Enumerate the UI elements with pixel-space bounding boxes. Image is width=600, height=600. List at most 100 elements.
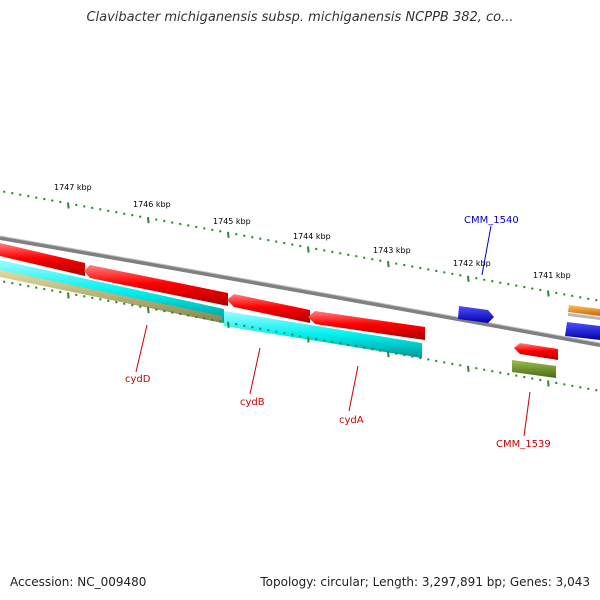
major-tick bbox=[387, 351, 390, 358]
minor-tick bbox=[123, 212, 126, 216]
minor-tick bbox=[523, 285, 526, 289]
minor-tick bbox=[339, 342, 342, 345]
major-tick bbox=[147, 217, 150, 224]
feature-orange-right[interactable] bbox=[568, 305, 600, 316]
feature-olive[interactable] bbox=[512, 360, 556, 378]
major-tick bbox=[227, 321, 230, 328]
minor-tick bbox=[83, 205, 86, 208]
minor-tick bbox=[43, 197, 46, 201]
minor-tick bbox=[3, 190, 6, 194]
minor-tick bbox=[347, 253, 350, 257]
gene-label-CMM_1540[interactable]: CMM_1540 bbox=[464, 215, 519, 226]
minor-tick bbox=[475, 276, 478, 280]
minor-tick bbox=[235, 322, 238, 326]
minor-tick bbox=[171, 311, 174, 314]
minor-tick bbox=[259, 327, 262, 330]
genome-backbone-highlight bbox=[0, 235, 600, 344]
minor-tick bbox=[267, 238, 270, 242]
minor-tick bbox=[435, 359, 438, 363]
minor-tick bbox=[107, 299, 110, 303]
feature-gray-right[interactable] bbox=[568, 313, 600, 320]
gene-labels: cydD cydB cydA CMM_1539 CMM_1540 bbox=[125, 215, 551, 450]
cds-reverse-2[interactable] bbox=[224, 311, 422, 358]
cds-forward-cydD-region[interactable] bbox=[84, 265, 228, 306]
minor-tick bbox=[211, 228, 214, 232]
cds-reverse-tan[interactable] bbox=[0, 270, 222, 323]
minor-tick bbox=[179, 312, 182, 316]
minor-tick bbox=[451, 362, 454, 366]
minor-tick bbox=[83, 295, 86, 298]
minor-tick bbox=[499, 281, 502, 284]
minor-tick bbox=[315, 337, 318, 341]
minor-tick bbox=[59, 290, 62, 294]
minor-tick bbox=[195, 315, 198, 319]
feature-blue-CMM_1540[interactable] bbox=[458, 306, 494, 323]
major-tick bbox=[147, 307, 150, 314]
minor-tick bbox=[155, 218, 158, 221]
minor-tick bbox=[579, 386, 582, 389]
minor-tick bbox=[483, 368, 486, 372]
minor-tick bbox=[427, 358, 430, 361]
minor-tick bbox=[443, 361, 446, 364]
minor-tick bbox=[323, 249, 326, 252]
minor-tick bbox=[355, 254, 358, 258]
major-tick bbox=[67, 202, 70, 209]
forward-cds-track bbox=[0, 243, 558, 360]
minor-tick bbox=[115, 300, 118, 304]
minor-tick bbox=[91, 206, 94, 210]
reverse-cds-track bbox=[0, 260, 422, 358]
minor-tick bbox=[75, 293, 78, 297]
major-tick bbox=[387, 261, 390, 268]
minor-tick bbox=[163, 219, 166, 223]
minor-tick bbox=[459, 364, 462, 367]
minor-tick bbox=[507, 372, 510, 376]
minor-tick bbox=[187, 224, 190, 227]
minor-tick bbox=[355, 344, 358, 348]
minor-tick bbox=[419, 356, 422, 360]
minor-tick bbox=[235, 232, 238, 236]
minor-tick bbox=[283, 241, 286, 245]
minor-tick bbox=[11, 191, 14, 195]
gene-label-CMM_1539[interactable]: CMM_1539 bbox=[496, 439, 551, 450]
feature-blue-right[interactable] bbox=[565, 322, 600, 340]
leader-line-cydA bbox=[348, 365, 359, 412]
minor-tick bbox=[115, 210, 118, 214]
major-tick bbox=[467, 275, 470, 282]
major-tick bbox=[307, 246, 310, 253]
cds-forward-3[interactable] bbox=[308, 311, 425, 340]
minor-tick bbox=[267, 328, 270, 332]
minor-tick bbox=[131, 303, 134, 307]
minor-tick bbox=[299, 334, 302, 338]
leader-line-cydD bbox=[135, 324, 148, 373]
minor-tick bbox=[515, 374, 518, 377]
cds-forward-2[interactable] bbox=[227, 294, 310, 323]
minor-tick bbox=[595, 388, 598, 392]
minor-tick bbox=[459, 274, 462, 277]
minor-tick bbox=[595, 298, 598, 302]
minor-tick bbox=[411, 355, 414, 358]
outer-tick-scale bbox=[3, 190, 598, 302]
scale-label: 1745 kbp bbox=[213, 217, 251, 226]
minor-tick bbox=[275, 240, 278, 243]
minor-tick bbox=[587, 387, 590, 391]
major-tick bbox=[547, 290, 550, 297]
minor-tick bbox=[571, 294, 574, 298]
gene-label-cydA[interactable]: cydA bbox=[339, 415, 364, 426]
minor-tick bbox=[203, 317, 206, 320]
map-title: Clavibacter michiganensis subsp. michiga… bbox=[86, 10, 514, 25]
minor-tick bbox=[427, 268, 430, 271]
cds-forward-CMM_1539[interactable] bbox=[514, 343, 558, 360]
minor-tick bbox=[539, 378, 542, 382]
minor-tick bbox=[107, 209, 110, 213]
minor-tick bbox=[219, 230, 222, 233]
minor-tick bbox=[75, 203, 78, 207]
minor-tick bbox=[563, 293, 566, 296]
gene-label-cydD[interactable]: cydD bbox=[125, 374, 151, 385]
minor-tick bbox=[515, 284, 518, 287]
gene-label-cydB[interactable]: cydB bbox=[240, 397, 265, 408]
major-tick bbox=[307, 336, 310, 343]
scale-label: 1744 kbp bbox=[293, 232, 331, 241]
minor-tick bbox=[139, 215, 142, 218]
cds-forward-1[interactable] bbox=[0, 243, 85, 276]
